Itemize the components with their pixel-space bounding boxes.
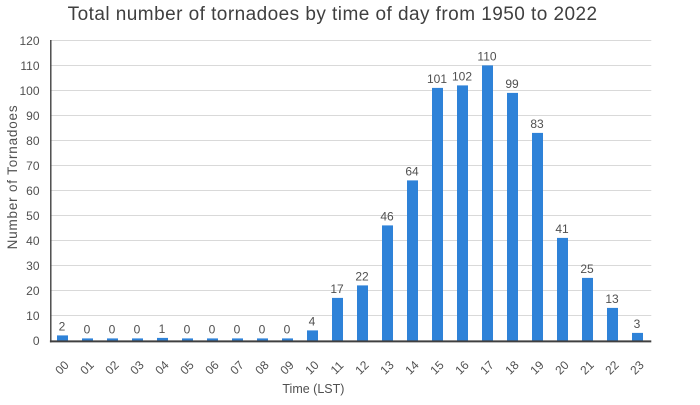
svg-text:101: 101 <box>427 72 447 86</box>
svg-text:13: 13 <box>605 292 619 306</box>
svg-text:70: 70 <box>26 159 40 173</box>
svg-text:120: 120 <box>19 34 39 48</box>
svg-text:Number of Tornadoes: Number of Tornadoes <box>5 105 20 250</box>
svg-text:2: 2 <box>59 319 66 333</box>
svg-text:41: 41 <box>555 222 569 236</box>
svg-text:0: 0 <box>134 322 141 336</box>
svg-text:22: 22 <box>355 269 369 283</box>
svg-text:0: 0 <box>234 322 241 336</box>
svg-text:0: 0 <box>209 322 216 336</box>
svg-text:90: 90 <box>26 109 40 123</box>
svg-text:Total number of tornadoes by t: Total number of tornadoes by time of day… <box>68 4 598 25</box>
svg-text:64: 64 <box>405 164 419 178</box>
svg-text:83: 83 <box>530 117 544 131</box>
svg-text:1: 1 <box>159 322 166 336</box>
svg-text:25: 25 <box>580 262 594 276</box>
svg-text:Time (LST): Time (LST) <box>282 382 344 396</box>
svg-text:50: 50 <box>26 209 40 223</box>
svg-text:102: 102 <box>452 69 472 83</box>
svg-text:60: 60 <box>26 184 40 198</box>
svg-text:40: 40 <box>26 234 40 248</box>
svg-text:46: 46 <box>380 209 394 223</box>
svg-text:99: 99 <box>505 77 519 91</box>
svg-text:4: 4 <box>309 314 316 328</box>
svg-text:0: 0 <box>284 322 291 336</box>
svg-text:80: 80 <box>26 134 40 148</box>
svg-text:100: 100 <box>19 84 39 98</box>
svg-text:110: 110 <box>20 59 39 73</box>
svg-text:110: 110 <box>477 49 496 63</box>
svg-text:0: 0 <box>259 322 266 336</box>
svg-text:0: 0 <box>184 322 191 336</box>
svg-text:10: 10 <box>26 309 40 323</box>
svg-text:17: 17 <box>330 282 344 296</box>
svg-text:0: 0 <box>84 322 91 336</box>
svg-text:20: 20 <box>26 284 40 298</box>
svg-text:0: 0 <box>33 334 40 348</box>
svg-text:0: 0 <box>109 322 116 336</box>
svg-text:3: 3 <box>634 317 641 331</box>
svg-text:30: 30 <box>26 259 40 273</box>
